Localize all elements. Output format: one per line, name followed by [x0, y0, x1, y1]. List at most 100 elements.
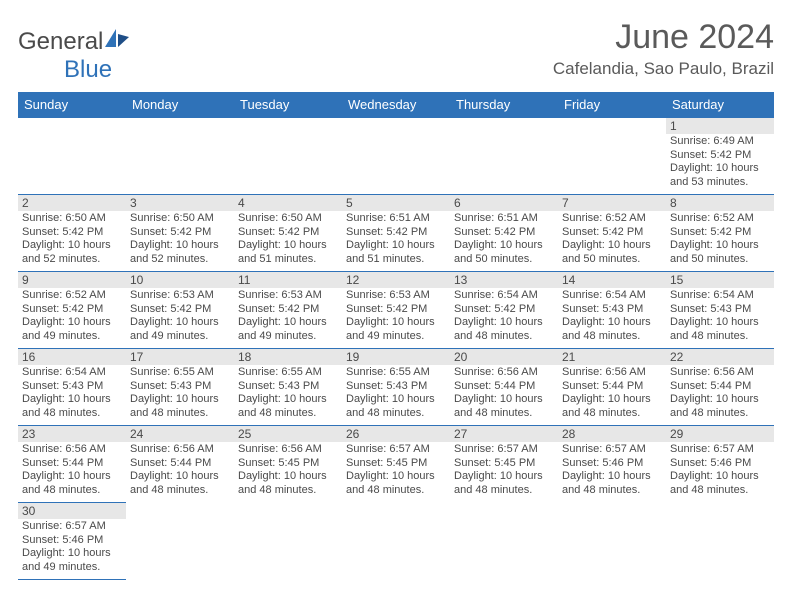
sunset-text: Sunset: 5:43 PM	[670, 303, 770, 317]
daylight-text: Daylight: 10 hours and 52 minutes.	[130, 239, 230, 266]
day-details: Sunrise: 6:52 AMSunset: 5:42 PMDaylight:…	[666, 211, 774, 268]
daylight-text: Daylight: 10 hours and 49 minutes.	[346, 316, 446, 343]
day-details: Sunrise: 6:56 AMSunset: 5:44 PMDaylight:…	[666, 365, 774, 422]
header: GeneralBlue June 2024 Cafelandia, Sao Pa…	[18, 18, 774, 84]
calendar-cell: 5Sunrise: 6:51 AMSunset: 5:42 PMDaylight…	[342, 195, 450, 272]
day-number: 17	[126, 349, 234, 365]
sunset-text: Sunset: 5:46 PM	[670, 457, 770, 471]
day-details: Sunrise: 6:56 AMSunset: 5:44 PMDaylight:…	[558, 365, 666, 422]
day-details: Sunrise: 6:55 AMSunset: 5:43 PMDaylight:…	[342, 365, 450, 422]
daylight-text: Daylight: 10 hours and 49 minutes.	[130, 316, 230, 343]
calendar-cell: 24Sunrise: 6:56 AMSunset: 5:44 PMDayligh…	[126, 426, 234, 503]
daylight-text: Daylight: 10 hours and 49 minutes.	[238, 316, 338, 343]
day-number: 7	[558, 195, 666, 211]
location-text: Cafelandia, Sao Paulo, Brazil	[553, 59, 774, 79]
calendar-cell: 20Sunrise: 6:56 AMSunset: 5:44 PMDayligh…	[450, 349, 558, 426]
day-number: 23	[18, 426, 126, 442]
daylight-text: Daylight: 10 hours and 48 minutes.	[670, 470, 770, 497]
day-details: Sunrise: 6:49 AMSunset: 5:42 PMDaylight:…	[666, 134, 774, 191]
logo: GeneralBlue	[18, 28, 131, 84]
sunrise-text: Sunrise: 6:54 AM	[670, 289, 770, 303]
sunrise-text: Sunrise: 6:57 AM	[22, 520, 122, 534]
calendar-week-row: 16Sunrise: 6:54 AMSunset: 5:43 PMDayligh…	[18, 349, 774, 426]
sunset-text: Sunset: 5:42 PM	[130, 303, 230, 317]
sunrise-text: Sunrise: 6:54 AM	[562, 289, 662, 303]
calendar-cell	[342, 503, 450, 580]
calendar-cell: 26Sunrise: 6:57 AMSunset: 5:45 PMDayligh…	[342, 426, 450, 503]
sunrise-text: Sunrise: 6:56 AM	[130, 443, 230, 457]
day-number: 5	[342, 195, 450, 211]
calendar-cell: 27Sunrise: 6:57 AMSunset: 5:45 PMDayligh…	[450, 426, 558, 503]
calendar-cell: 22Sunrise: 6:56 AMSunset: 5:44 PMDayligh…	[666, 349, 774, 426]
day-number: 15	[666, 272, 774, 288]
calendar-week-row: 30Sunrise: 6:57 AMSunset: 5:46 PMDayligh…	[18, 503, 774, 580]
daylight-text: Daylight: 10 hours and 48 minutes.	[454, 470, 554, 497]
calendar-week-row: 1Sunrise: 6:49 AMSunset: 5:42 PMDaylight…	[18, 118, 774, 195]
day-number: 4	[234, 195, 342, 211]
calendar-cell	[450, 503, 558, 580]
sunrise-text: Sunrise: 6:56 AM	[454, 366, 554, 380]
day-details: Sunrise: 6:53 AMSunset: 5:42 PMDaylight:…	[342, 288, 450, 345]
sunrise-text: Sunrise: 6:54 AM	[454, 289, 554, 303]
sunset-text: Sunset: 5:42 PM	[22, 226, 122, 240]
calendar-cell: 17Sunrise: 6:55 AMSunset: 5:43 PMDayligh…	[126, 349, 234, 426]
title-block: June 2024 Cafelandia, Sao Paulo, Brazil	[553, 18, 774, 79]
day-details: Sunrise: 6:54 AMSunset: 5:43 PMDaylight:…	[558, 288, 666, 345]
daylight-text: Daylight: 10 hours and 48 minutes.	[22, 393, 122, 420]
sunset-text: Sunset: 5:42 PM	[238, 303, 338, 317]
day-details: Sunrise: 6:57 AMSunset: 5:46 PMDaylight:…	[18, 519, 126, 576]
daylight-text: Daylight: 10 hours and 50 minutes.	[670, 239, 770, 266]
calendar-cell: 13Sunrise: 6:54 AMSunset: 5:42 PMDayligh…	[450, 272, 558, 349]
calendar-cell	[558, 118, 666, 195]
sunset-text: Sunset: 5:45 PM	[454, 457, 554, 471]
sunset-text: Sunset: 5:42 PM	[238, 226, 338, 240]
day-details: Sunrise: 6:52 AMSunset: 5:42 PMDaylight:…	[18, 288, 126, 345]
sunset-text: Sunset: 5:43 PM	[22, 380, 122, 394]
calendar-week-row: 23Sunrise: 6:56 AMSunset: 5:44 PMDayligh…	[18, 426, 774, 503]
sunset-text: Sunset: 5:45 PM	[238, 457, 338, 471]
day-number: 26	[342, 426, 450, 442]
day-number: 13	[450, 272, 558, 288]
day-number: 18	[234, 349, 342, 365]
day-details: Sunrise: 6:53 AMSunset: 5:42 PMDaylight:…	[126, 288, 234, 345]
sunrise-text: Sunrise: 6:50 AM	[238, 212, 338, 226]
sunrise-text: Sunrise: 6:50 AM	[130, 212, 230, 226]
day-number: 22	[666, 349, 774, 365]
day-number: 24	[126, 426, 234, 442]
day-number: 6	[450, 195, 558, 211]
sunset-text: Sunset: 5:44 PM	[562, 380, 662, 394]
day-number: 19	[342, 349, 450, 365]
daylight-text: Daylight: 10 hours and 51 minutes.	[238, 239, 338, 266]
sunset-text: Sunset: 5:42 PM	[130, 226, 230, 240]
sunset-text: Sunset: 5:42 PM	[346, 303, 446, 317]
sunrise-text: Sunrise: 6:50 AM	[22, 212, 122, 226]
sunrise-text: Sunrise: 6:49 AM	[670, 135, 770, 149]
day-number: 3	[126, 195, 234, 211]
calendar-cell	[234, 503, 342, 580]
sunrise-text: Sunrise: 6:53 AM	[130, 289, 230, 303]
day-details: Sunrise: 6:57 AMSunset: 5:45 PMDaylight:…	[342, 442, 450, 499]
calendar-week-row: 9Sunrise: 6:52 AMSunset: 5:42 PMDaylight…	[18, 272, 774, 349]
day-header: Saturday	[666, 92, 774, 118]
sunrise-text: Sunrise: 6:51 AM	[454, 212, 554, 226]
daylight-text: Daylight: 10 hours and 50 minutes.	[454, 239, 554, 266]
logo-text-general: General	[18, 28, 103, 55]
daylight-text: Daylight: 10 hours and 48 minutes.	[670, 393, 770, 420]
day-number: 28	[558, 426, 666, 442]
calendar-cell	[666, 503, 774, 580]
day-details: Sunrise: 6:55 AMSunset: 5:43 PMDaylight:…	[234, 365, 342, 422]
daylight-text: Daylight: 10 hours and 48 minutes.	[562, 316, 662, 343]
sunrise-text: Sunrise: 6:57 AM	[670, 443, 770, 457]
sunset-text: Sunset: 5:46 PM	[562, 457, 662, 471]
day-details: Sunrise: 6:56 AMSunset: 5:45 PMDaylight:…	[234, 442, 342, 499]
logo-text-blue: Blue	[64, 56, 112, 83]
day-number: 30	[18, 503, 126, 519]
day-number: 21	[558, 349, 666, 365]
calendar-cell: 25Sunrise: 6:56 AMSunset: 5:45 PMDayligh…	[234, 426, 342, 503]
day-number: 12	[342, 272, 450, 288]
day-details: Sunrise: 6:54 AMSunset: 5:43 PMDaylight:…	[18, 365, 126, 422]
calendar-cell: 19Sunrise: 6:55 AMSunset: 5:43 PMDayligh…	[342, 349, 450, 426]
calendar-cell: 11Sunrise: 6:53 AMSunset: 5:42 PMDayligh…	[234, 272, 342, 349]
sunrise-text: Sunrise: 6:54 AM	[22, 366, 122, 380]
daylight-text: Daylight: 10 hours and 48 minutes.	[562, 393, 662, 420]
